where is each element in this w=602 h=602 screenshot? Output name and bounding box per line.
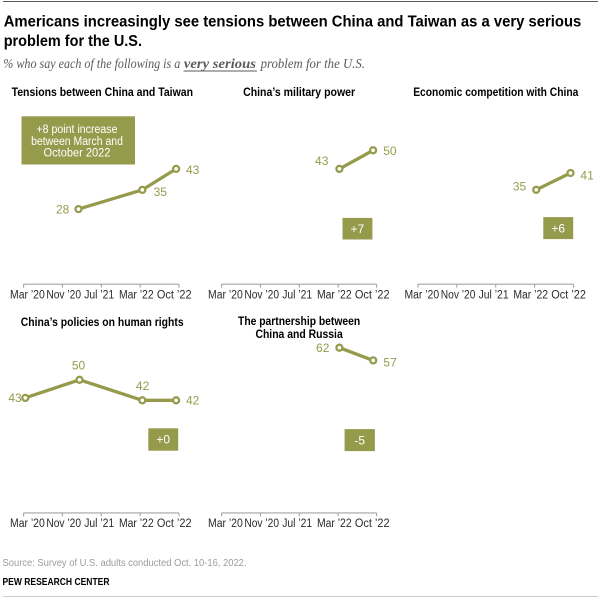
svg-text:Nov ’20: Nov ’20 [244, 518, 279, 530]
svg-text:-5: -5 [354, 433, 365, 447]
svg-text:35: 35 [513, 179, 527, 193]
svg-text:between March and: between March and [31, 136, 123, 148]
svg-text:Tensions between China and Tai: Tensions between China and Taiwan [12, 85, 193, 99]
svg-text:China and Russia: China and Russia [255, 327, 343, 341]
svg-text:Economic competition with Chin: Economic competition with China [413, 85, 578, 99]
svg-text:42: 42 [186, 394, 200, 408]
svg-text:Mar ’20: Mar ’20 [404, 289, 439, 301]
svg-text:62: 62 [316, 341, 330, 355]
svg-text:50: 50 [383, 144, 397, 158]
svg-text:problem for the U.S.: problem for the U.S. [4, 33, 142, 50]
svg-text:Oct ’22: Oct ’22 [157, 289, 192, 301]
svg-text:35: 35 [154, 185, 168, 199]
svg-text:Mar ’22: Mar ’22 [119, 518, 154, 530]
svg-text:Mar ’22: Mar ’22 [119, 289, 154, 301]
svg-text:Jul ’21: Jul ’21 [282, 518, 312, 530]
svg-text:very serious: very serious [184, 57, 256, 72]
svg-text:50: 50 [72, 358, 86, 372]
svg-text:Nov ’20: Nov ’20 [244, 289, 279, 301]
svg-text:Mar ’20: Mar ’20 [10, 289, 45, 301]
svg-text:Jul ’21: Jul ’21 [282, 289, 312, 301]
svg-text:28: 28 [56, 202, 70, 216]
svg-text:Nov ’20: Nov ’20 [46, 518, 81, 530]
svg-text:Nov ’20: Nov ’20 [441, 289, 476, 301]
svg-text:Jul ’21: Jul ’21 [84, 518, 114, 530]
svg-text:Americans increasingly see ten: Americans increasingly see tensions betw… [4, 13, 582, 30]
svg-text:Oct ’22: Oct ’22 [355, 518, 390, 530]
svg-text:China’s policies on human righ: China’s policies on human rights [21, 315, 184, 329]
svg-text:Jul ’21: Jul ’21 [84, 289, 114, 301]
svg-text:43: 43 [315, 154, 329, 168]
svg-text:43: 43 [8, 391, 22, 405]
svg-text:The partnership between: The partnership between [238, 314, 360, 328]
svg-text:Mar ’22: Mar ’22 [317, 518, 352, 530]
svg-text:Mar ’20: Mar ’20 [208, 289, 243, 301]
svg-text:57: 57 [383, 355, 397, 369]
svg-text:Mar ’20: Mar ’20 [10, 518, 45, 530]
svg-text:+8 point increase: +8 point increase [37, 124, 118, 136]
svg-text:China’s military power: China’s military power [243, 85, 355, 99]
svg-text:42: 42 [136, 379, 150, 393]
svg-text:% who say each of the followin: % who say each of the following is a [3, 56, 180, 71]
svg-text:+6: +6 [551, 221, 565, 235]
svg-text:Mar ’20: Mar ’20 [208, 518, 243, 530]
svg-text:Oct ’22: Oct ’22 [157, 518, 192, 530]
svg-text:October 2022: October 2022 [44, 148, 111, 160]
svg-text:Oct ’22: Oct ’22 [355, 289, 390, 301]
svg-text:problem for the U.S.: problem for the U.S. [260, 56, 365, 71]
svg-text:+0: +0 [156, 433, 170, 447]
svg-text:Oct ’22: Oct ’22 [551, 289, 586, 301]
svg-text:41: 41 [580, 169, 594, 183]
svg-text:+7: +7 [351, 222, 365, 236]
svg-text:Mar ’22: Mar ’22 [513, 289, 548, 301]
svg-text:Mar ’22: Mar ’22 [317, 289, 352, 301]
svg-text:PEW RESEARCH CENTER: PEW RESEARCH CENTER [3, 576, 110, 588]
svg-text:Jul ’21: Jul ’21 [479, 289, 509, 301]
svg-text:Source: Survey of U.S. adults: Source: Survey of U.S. adults conducted … [3, 558, 247, 569]
svg-text:Nov ’20: Nov ’20 [46, 289, 81, 301]
svg-text:43: 43 [186, 163, 200, 177]
